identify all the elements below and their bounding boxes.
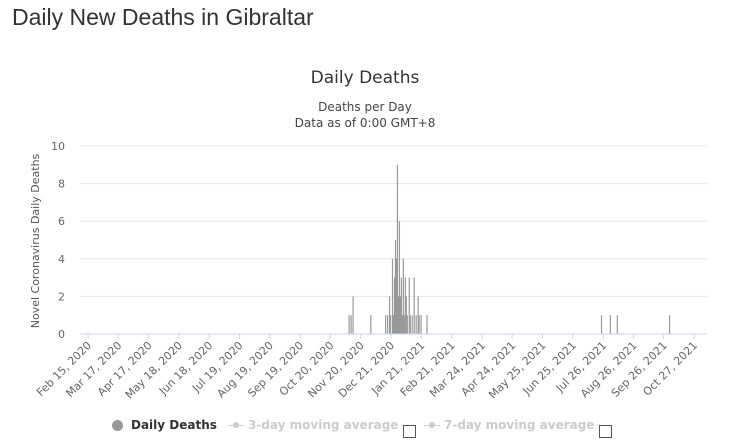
bar-2020-12-21 bbox=[385, 315, 387, 334]
bar-2020-12-29 bbox=[392, 315, 395, 334]
bar-2021-01-07 bbox=[401, 315, 403, 334]
checkbox-3-day-average[interactable] bbox=[403, 425, 416, 438]
daily-deaths-chart: Daily Deaths Deaths per Day Data as of 0… bbox=[29, 68, 707, 401]
bar-2021-10-05 bbox=[668, 315, 671, 334]
page-title: Daily New Deaths in Gibraltar bbox=[12, 4, 314, 30]
bar-2020-12-06 bbox=[370, 315, 372, 334]
y-tick-label: 2 bbox=[58, 290, 65, 303]
legend-item-daily-deaths[interactable]: Daily Deaths bbox=[112, 418, 217, 432]
bar-2021-01-21 bbox=[415, 315, 417, 334]
bar-2021-01-11 bbox=[405, 296, 407, 334]
bar-2020-11-14 bbox=[348, 315, 350, 334]
bar-2020-12-28 bbox=[391, 258, 394, 334]
bar-series-daily-deaths bbox=[348, 164, 671, 334]
chart-title: Daily Deaths bbox=[311, 68, 420, 88]
bar-2020-11-18 bbox=[352, 296, 354, 334]
bar-2021-01-09 bbox=[403, 315, 405, 334]
bar-2021-01-15 bbox=[409, 315, 411, 334]
bar-2021-02-01 bbox=[426, 315, 428, 334]
chart-legend: Daily Deaths 3-day moving average 7-day … bbox=[0, 418, 731, 442]
bar-2021-01-08 bbox=[402, 258, 404, 334]
bar-2021-01-12 bbox=[406, 315, 408, 334]
bar-2021-07-28 bbox=[600, 315, 603, 334]
bar-2021-01-10 bbox=[404, 277, 406, 334]
bar-2021-01-14 bbox=[408, 277, 410, 334]
y-axis-label: Novel Coronavirus Daily Deaths bbox=[29, 153, 42, 328]
bar-2021-08-13 bbox=[616, 315, 618, 334]
bar-2021-01-19 bbox=[413, 277, 415, 334]
bar-2020-12-31 bbox=[394, 240, 397, 334]
bar-2020-12-23 bbox=[386, 315, 389, 334]
chart-subtitle-line1: Deaths per Day bbox=[318, 100, 412, 114]
bar-2021-01-05 bbox=[399, 296, 401, 334]
bar-2021-01-03 bbox=[397, 296, 400, 334]
legend-line-marker-icon bbox=[424, 420, 440, 430]
legend-line-marker-icon bbox=[228, 420, 244, 430]
y-tick-label: 6 bbox=[58, 215, 65, 228]
bar-2021-01-06 bbox=[400, 277, 402, 334]
chart-subtitle-line2: Data as of 0:00 GMT+8 bbox=[295, 116, 436, 130]
bar-2021-01-23 bbox=[417, 296, 419, 334]
bar-2020-12-26 bbox=[389, 315, 392, 334]
bar-2021-01-24 bbox=[418, 315, 420, 334]
bar-2020-11-16 bbox=[350, 315, 352, 334]
legend-item-7-day-average[interactable]: 7-day moving average bbox=[424, 418, 594, 432]
y-axis-ticks: 0 2 4 6 8 10 bbox=[51, 140, 65, 341]
bar-2021-08-06 bbox=[609, 315, 611, 334]
bar-2020-12-30 bbox=[393, 277, 396, 334]
y-tick-label: 8 bbox=[58, 178, 65, 191]
y-tick-label: 0 bbox=[58, 328, 65, 341]
y-tick-label: 4 bbox=[58, 253, 65, 266]
checkbox-7-day-average[interactable] bbox=[599, 425, 612, 438]
bar-2021-01-26 bbox=[420, 315, 422, 334]
y-tick-label: 10 bbox=[51, 140, 65, 153]
bar-2021-01-04 bbox=[398, 221, 401, 334]
legend-dot-icon bbox=[112, 419, 123, 431]
bar-2021-01-02 bbox=[396, 164, 399, 334]
x-tick-label: Oct 27, 2021 bbox=[640, 339, 700, 399]
legend-label-3-day-average: 3-day moving average bbox=[248, 418, 399, 432]
legend-label-daily-deaths: Daily Deaths bbox=[131, 418, 217, 432]
bar-2021-01-17 bbox=[411, 315, 413, 334]
bar-2021-01-01 bbox=[395, 258, 398, 334]
legend-item-3-day-average[interactable]: 3-day moving average bbox=[228, 418, 398, 432]
legend-label-7-day-average: 7-day moving average bbox=[444, 418, 595, 432]
bar-2020-12-25 bbox=[388, 296, 391, 334]
grid-lines bbox=[80, 145, 707, 297]
